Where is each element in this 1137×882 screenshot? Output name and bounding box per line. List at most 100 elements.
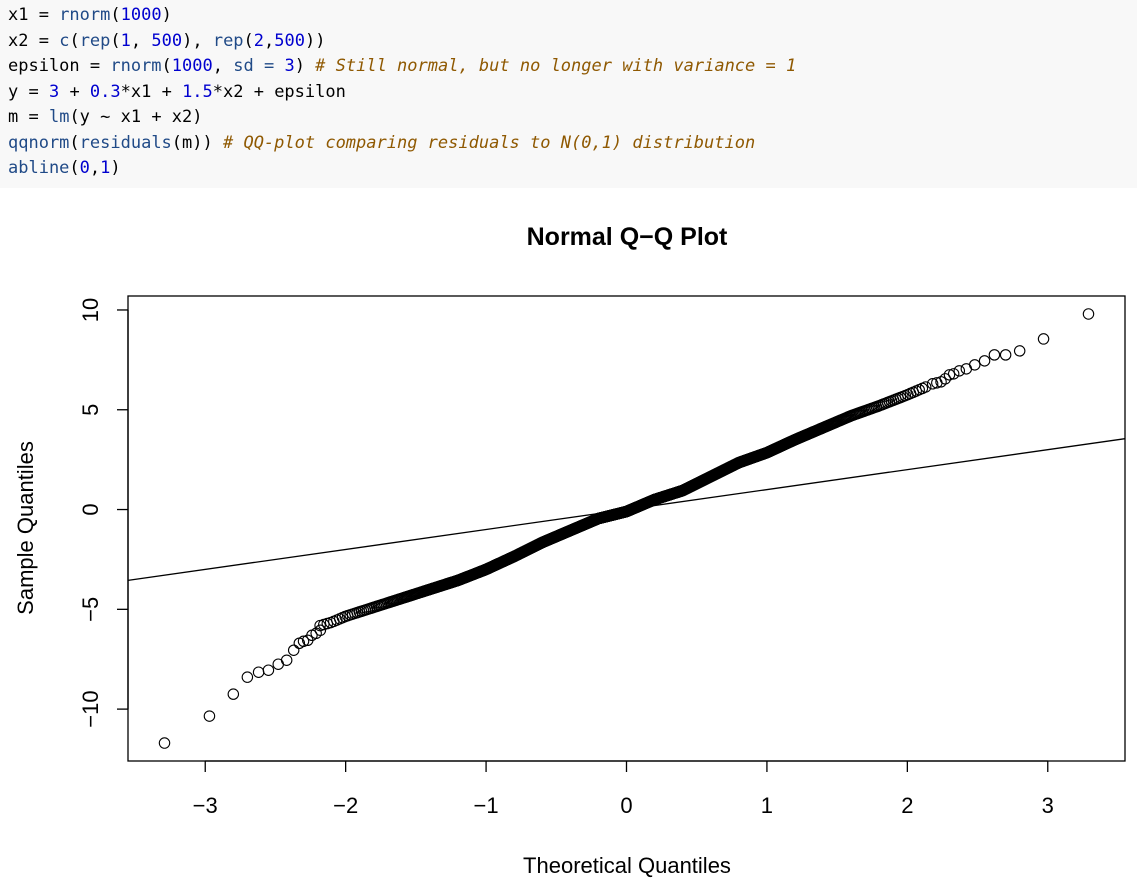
- code-token: (y ~ x1 + x2): [69, 107, 203, 127]
- y-axis: −10 −5 0 5 10: [78, 298, 129, 728]
- code-line: m = lm(y ~ x1 + x2): [8, 105, 1137, 131]
- code-token: ): [161, 5, 172, 25]
- code-token: 3: [48, 81, 60, 102]
- data-point: [318, 618, 330, 631]
- code-token: ,: [212, 56, 234, 76]
- data-point: [968, 359, 981, 371]
- data-point: [227, 688, 240, 700]
- data-point: [953, 365, 966, 377]
- x-tick-label: 2: [901, 793, 913, 818]
- code-token: rep: [79, 30, 111, 51]
- y-tick-label: −10: [78, 690, 103, 727]
- plot-frame: [127, 295, 1126, 762]
- code-token: 1000: [171, 56, 213, 76]
- data-point: [287, 644, 300, 656]
- code-token: (: [69, 158, 80, 178]
- data-point: [999, 349, 1012, 361]
- data-point: [947, 368, 960, 380]
- code-token: +: [59, 81, 90, 102]
- data-point: [252, 666, 265, 678]
- code-token: lm: [48, 107, 70, 127]
- code-token: 1: [100, 158, 111, 178]
- code-token: x2 =: [8, 30, 60, 51]
- code-token: *x1 +: [120, 81, 183, 102]
- data-point: [203, 710, 216, 722]
- code-line: y = 3 + 0.3*x1 + 1.5*x2 + epsilon: [8, 80, 1137, 106]
- code-token: ,: [130, 30, 152, 51]
- code-token: residuals: [79, 132, 172, 153]
- y-axis-label: Sample Quantiles: [13, 441, 38, 615]
- x-axis-label: Theoretical Quantiles: [523, 853, 731, 878]
- code-token: qqnorm: [8, 132, 70, 153]
- data-point: [297, 635, 310, 648]
- data-point: [919, 381, 932, 393]
- data-point: [1037, 333, 1050, 345]
- code-token: ),: [182, 30, 213, 51]
- code-token: y =: [8, 81, 49, 102]
- data-point: [939, 373, 952, 385]
- code-token: 1: [120, 30, 131, 51]
- code-token: ): [294, 56, 316, 76]
- code-token: *x2 + epsilon: [212, 81, 346, 102]
- code-token: # QQ-plot comparing residuals to N(0,1) …: [222, 132, 756, 153]
- data-point: [1082, 308, 1095, 320]
- points-layer: [158, 308, 1095, 749]
- code-token: (: [110, 30, 121, 51]
- code-token: 0: [79, 158, 90, 178]
- plot-title: Normal Q−Q Plot: [527, 223, 728, 251]
- code-token: 500: [274, 30, 306, 51]
- code-token: (: [69, 132, 80, 153]
- code-token: x1 =: [8, 5, 60, 25]
- data-point: [262, 664, 275, 676]
- x-tick-label: 3: [1042, 793, 1054, 818]
- data-point: [241, 671, 254, 683]
- code-line: abline(0,1): [8, 156, 1137, 182]
- data-point: [280, 654, 293, 666]
- code-token: # Still normal, but no longer with varia…: [315, 56, 797, 76]
- code-token: 1.5: [182, 81, 213, 102]
- code-token: 0.3: [89, 81, 121, 102]
- code-token: 1000: [120, 5, 162, 25]
- code-line: epsilon = rnorm(1000, sd = 3) # Still no…: [8, 54, 1137, 80]
- y-tick-label: 5: [78, 404, 103, 416]
- data-point: [1013, 345, 1026, 357]
- code-token: 2: [253, 30, 265, 51]
- code-token: ): [110, 158, 121, 178]
- y-tick-label: 10: [78, 298, 103, 322]
- code-token: rnorm: [110, 56, 162, 76]
- code-token: rep: [212, 30, 244, 51]
- data-point: [926, 378, 939, 390]
- data-point: [978, 355, 991, 367]
- code-token: (: [243, 30, 254, 51]
- y-tick-label: 0: [78, 503, 103, 515]
- code-token: m =: [8, 107, 49, 127]
- data-point: [943, 369, 956, 381]
- y-tick-label: −5: [78, 597, 103, 622]
- x-axis: −3 −2 −1 0 1 2 3: [193, 760, 1054, 818]
- code-token: (m)): [171, 132, 223, 153]
- code-token: ,: [89, 158, 101, 178]
- code-token: abline: [8, 158, 70, 178]
- x-tick-label: 0: [620, 793, 632, 818]
- code-token: (: [161, 56, 172, 76]
- code-line: x2 = c(rep(1, 500), rep(2,500)): [8, 29, 1137, 55]
- data-point: [988, 349, 1001, 361]
- data-point: [158, 737, 171, 749]
- code-token: (: [110, 5, 121, 25]
- code-line: qqnorm(residuals(m)) # QQ-plot comparing…: [8, 131, 1137, 157]
- x-tick-label: −2: [333, 793, 358, 818]
- code-token: rnorm: [59, 5, 111, 25]
- code-token: )): [305, 30, 326, 51]
- code-token: 3: [284, 56, 295, 76]
- code-token: c: [59, 30, 70, 51]
- code-token: epsilon =: [8, 56, 111, 76]
- code-line: x1 = rnorm(1000): [8, 3, 1137, 29]
- data-point: [314, 624, 327, 637]
- code-token: (: [69, 30, 80, 51]
- x-tick-label: −1: [474, 793, 499, 818]
- code-token: ,: [264, 30, 275, 51]
- code-token: sd =: [233, 56, 275, 76]
- code-token: 500: [151, 30, 183, 51]
- x-tick-label: −3: [193, 793, 218, 818]
